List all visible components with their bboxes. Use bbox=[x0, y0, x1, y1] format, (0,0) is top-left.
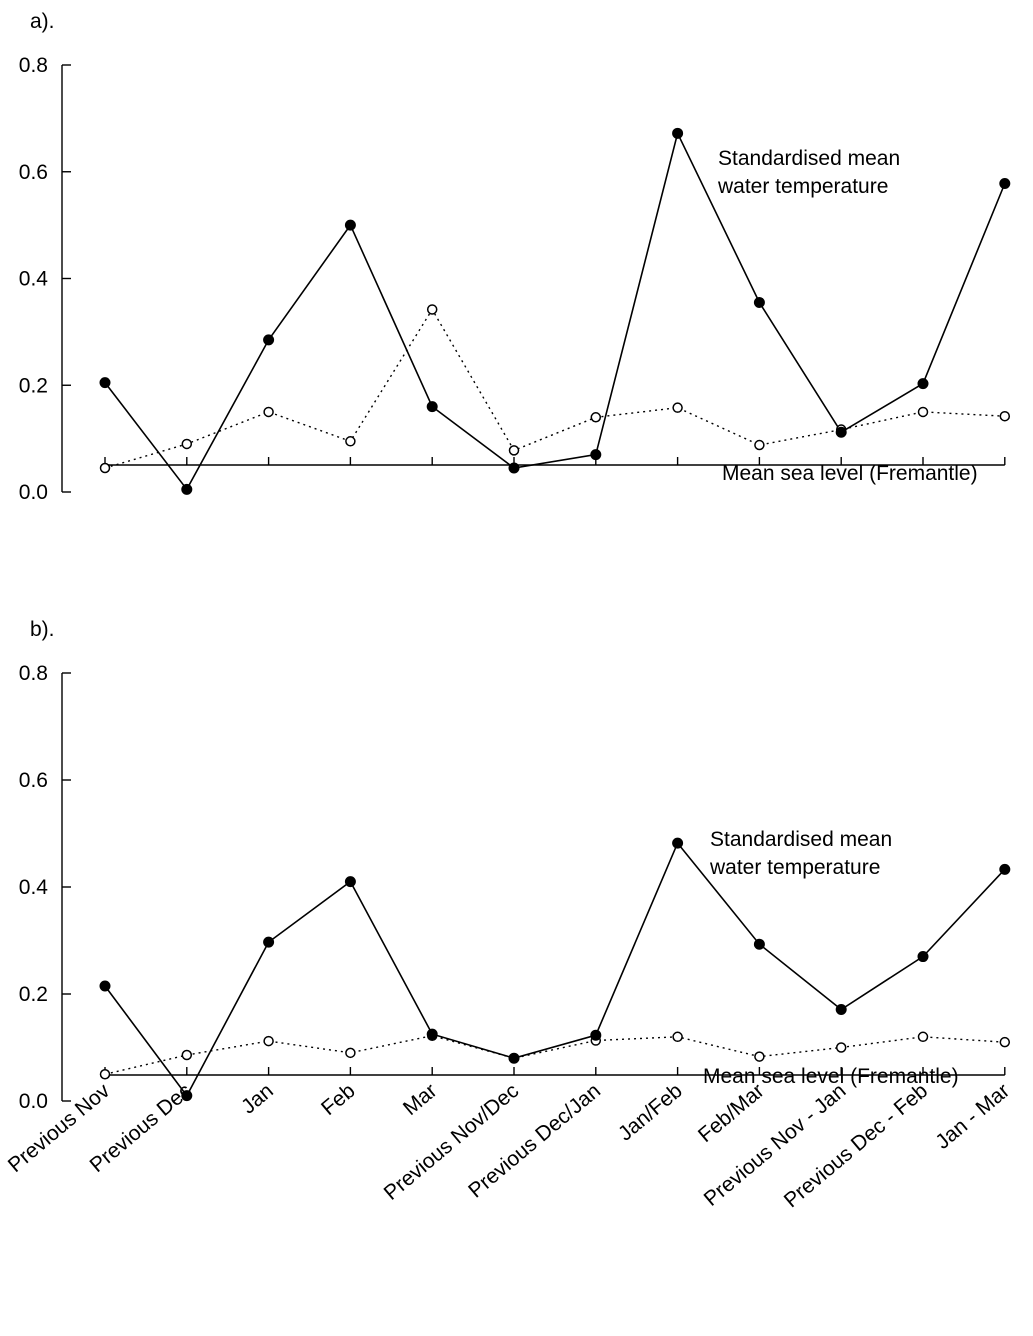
panel-a-sea-level-point bbox=[426, 304, 438, 315]
panel-b-temperature-point bbox=[753, 938, 765, 950]
panel-b-temperature-point bbox=[508, 1052, 520, 1064]
panel-b-temperature-line bbox=[104, 841, 1006, 1098]
panel-a-temperature-point bbox=[835, 426, 847, 438]
panel-b-category-label: Jan - Mar bbox=[931, 1079, 1014, 1154]
panel-a-temperature-label: water temperature bbox=[717, 175, 888, 198]
panel-a-temperature-point bbox=[917, 378, 929, 390]
panel-a-panel-label: a). bbox=[30, 10, 55, 33]
panel-b-y-tick-label: 0.6 bbox=[19, 769, 48, 792]
panel-b-sea-level-point bbox=[835, 1042, 847, 1053]
panel-a-temperature-point bbox=[753, 297, 765, 309]
panel-b-category-label: Feb/Mar bbox=[694, 1079, 769, 1147]
panel-b-sea-level-point bbox=[345, 1047, 356, 1059]
panel-b-temperature-point bbox=[999, 863, 1011, 875]
panel-a-temperature-point bbox=[99, 377, 111, 389]
panel-a-y-tick-label: 0.2 bbox=[19, 374, 48, 397]
panel-b-y-tick-label: 0.0 bbox=[19, 1090, 48, 1113]
panel-a-sea-level-point bbox=[181, 438, 193, 450]
panel-b-y-tick-label: 0.2 bbox=[19, 983, 48, 1006]
panel-a-sea-level-point bbox=[754, 439, 765, 451]
panel-b-y-tick-label: 0.8 bbox=[19, 662, 48, 685]
panel-b-sea-level-point bbox=[917, 1031, 929, 1043]
panel-b-sea-level-line bbox=[104, 1034, 1005, 1075]
panel-b-category-label: Jan bbox=[237, 1079, 278, 1118]
panel-a-temperature-point bbox=[263, 334, 275, 346]
panel-b-category-label: Feb bbox=[317, 1079, 360, 1120]
panel-b-category-label: Previous Nov/Dec bbox=[380, 1079, 524, 1205]
panel-b-sea-level-point bbox=[263, 1035, 274, 1047]
panel-b-temperature-label: water temperature bbox=[709, 856, 880, 879]
panel-b-panel-label: b). bbox=[30, 618, 55, 641]
panel-b-temperature-point bbox=[181, 1090, 193, 1102]
panel-b-temperature-point bbox=[426, 1028, 438, 1040]
panel-b-temperature-point bbox=[99, 980, 111, 992]
panel-b-temperature-point bbox=[917, 951, 929, 963]
panel-a-sea-level-label: Mean sea level (Fremantle) bbox=[722, 462, 978, 485]
panel-a-sea-level-line bbox=[104, 308, 1005, 469]
panel-b-category-label: Previous Dec - Feb bbox=[780, 1079, 932, 1212]
panel-a-temperature-point bbox=[508, 462, 520, 474]
panel-a-temperature-point bbox=[999, 177, 1011, 189]
panel-a-temperature-label: Standardised mean bbox=[718, 147, 900, 170]
panel-a-temperature-point bbox=[426, 401, 438, 413]
panel-a-temperature-point bbox=[181, 483, 193, 495]
panel-a-sea-level-point bbox=[99, 462, 111, 474]
panel-a-y-tick-label: 0.6 bbox=[19, 161, 48, 184]
panel-b-sea-level-point bbox=[99, 1069, 111, 1080]
panel-b-temperature-label: Standardised mean bbox=[710, 828, 892, 851]
panel-b-temperature-point bbox=[590, 1029, 602, 1041]
panel-a-y-tick-label: 0.0 bbox=[19, 481, 48, 504]
panel-a-sea-level-point bbox=[263, 406, 274, 418]
panel-a-temperature-point bbox=[672, 127, 684, 139]
panel-b-y-tick-label: 0.4 bbox=[19, 876, 49, 899]
panel-b-temperature-point bbox=[835, 1004, 847, 1016]
panel-a-sea-level-point bbox=[590, 412, 602, 423]
panel-b-sea-level-point bbox=[999, 1036, 1011, 1048]
panel-b-sea-level-point bbox=[672, 1031, 683, 1043]
panel-a-y-tick-label: 0.4 bbox=[19, 268, 49, 291]
panel-b-sea-level-label: Mean sea level (Fremantle) bbox=[703, 1065, 959, 1088]
panel-b-sea-level-point bbox=[181, 1049, 193, 1061]
panel-a-sea-level-point bbox=[345, 436, 356, 447]
panel-a-sea-level-point bbox=[999, 410, 1011, 422]
panel-a-temperature-line bbox=[104, 130, 1006, 491]
panel-b-category-label: Previous Nov - Jan bbox=[700, 1079, 851, 1211]
panel-a-y-tick-label: 0.8 bbox=[19, 54, 48, 77]
panel-b-sea-level-point bbox=[754, 1051, 765, 1062]
panel-b-category-label: Mar bbox=[399, 1079, 441, 1120]
panel-b-category-label: Jan/Feb bbox=[614, 1079, 687, 1145]
panel-a-temperature-point bbox=[344, 219, 356, 231]
panel-a-chart: a). 0.0 0.2 0.4 0.6 0.8 Standardised mean water… bbox=[19, 10, 1011, 504]
panel-a-temperature-point bbox=[590, 449, 602, 461]
panel-b-temperature-point bbox=[263, 936, 275, 948]
panel-a-sea-level-point bbox=[672, 402, 683, 413]
panel-b-temperature-point bbox=[344, 876, 356, 888]
panel-b-temperature-point bbox=[672, 837, 684, 849]
panel-a-sea-level-point bbox=[917, 406, 929, 418]
panel-a-sea-level-point bbox=[508, 445, 520, 456]
